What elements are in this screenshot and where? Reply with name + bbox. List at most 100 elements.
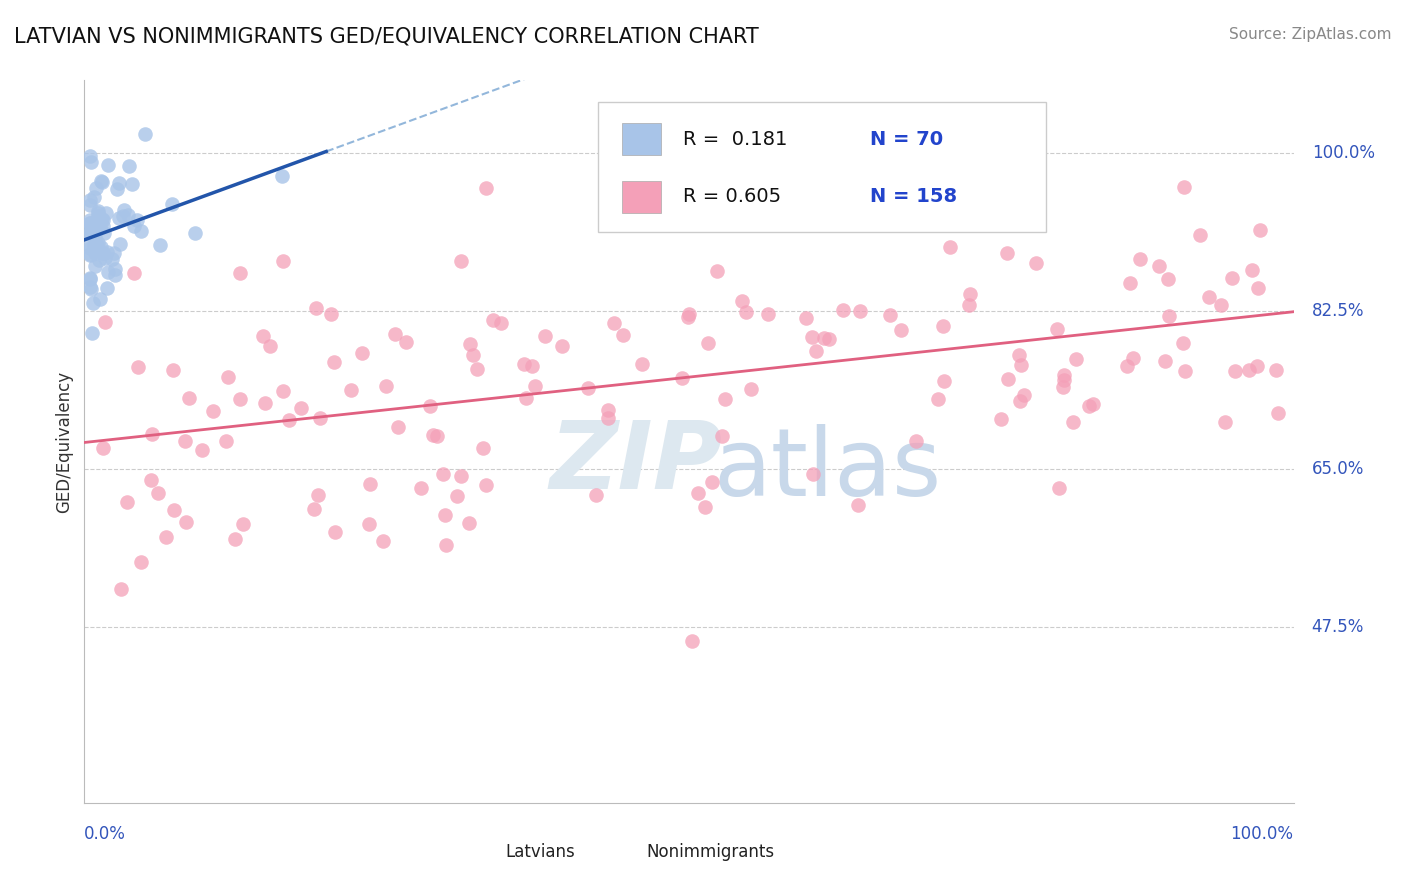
Point xyxy=(411,481,433,495)
FancyBboxPatch shape xyxy=(623,123,661,155)
Point xyxy=(844,172,866,186)
Point xyxy=(1173,180,1195,194)
Point xyxy=(228,392,250,406)
Point xyxy=(551,339,574,353)
Point xyxy=(631,357,654,371)
Point xyxy=(232,517,254,532)
Point xyxy=(82,295,104,310)
Point xyxy=(91,246,114,260)
Point xyxy=(512,357,534,371)
Point xyxy=(290,401,312,416)
Point xyxy=(259,339,281,353)
Point xyxy=(80,326,103,341)
Point xyxy=(450,253,472,268)
Point xyxy=(846,498,869,512)
Point xyxy=(1147,260,1170,274)
Text: 100.0%: 100.0% xyxy=(1312,144,1375,161)
Point xyxy=(794,311,817,326)
Point xyxy=(957,298,980,312)
Point xyxy=(91,213,114,227)
Point xyxy=(706,264,728,278)
Point xyxy=(87,210,110,224)
Point xyxy=(107,182,129,196)
Point xyxy=(174,516,197,530)
Point xyxy=(121,177,143,191)
Point xyxy=(524,379,547,393)
Point xyxy=(160,197,183,211)
Point xyxy=(450,469,472,483)
Point xyxy=(91,442,114,456)
Point xyxy=(117,208,139,222)
Point xyxy=(927,392,949,406)
Text: 47.5%: 47.5% xyxy=(1312,617,1364,636)
Point xyxy=(254,396,277,410)
Point xyxy=(79,198,101,212)
Point xyxy=(90,240,112,254)
Point xyxy=(904,434,927,449)
Point xyxy=(79,280,101,294)
Y-axis label: GED/Equivalency: GED/Equivalency xyxy=(55,370,73,513)
Point xyxy=(87,235,110,250)
Point xyxy=(713,392,735,406)
Point xyxy=(252,328,274,343)
Text: Source: ZipAtlas.com: Source: ZipAtlas.com xyxy=(1229,27,1392,42)
Point xyxy=(79,271,101,285)
Text: Latvians: Latvians xyxy=(505,843,575,861)
Point xyxy=(1267,407,1289,421)
Point xyxy=(339,384,361,398)
Point xyxy=(91,219,114,233)
Point xyxy=(375,379,398,393)
Point xyxy=(94,251,117,265)
Point xyxy=(80,282,103,296)
Point xyxy=(1047,481,1070,495)
Point xyxy=(1174,364,1197,378)
Point xyxy=(879,308,901,322)
Point xyxy=(122,266,145,280)
Point xyxy=(997,372,1019,386)
Point xyxy=(1265,363,1288,377)
Point xyxy=(1053,373,1076,387)
Point xyxy=(79,216,101,230)
Point xyxy=(813,331,835,345)
Point xyxy=(651,128,673,142)
Text: R =  0.181: R = 0.181 xyxy=(683,129,787,149)
Point xyxy=(305,301,328,315)
Point xyxy=(1008,348,1031,362)
Point xyxy=(422,427,444,442)
Point xyxy=(1052,380,1074,394)
Text: 65.0%: 65.0% xyxy=(1312,459,1364,477)
Point xyxy=(325,524,347,539)
Point xyxy=(612,327,634,342)
Point xyxy=(387,419,409,434)
Text: R = 0.605: R = 0.605 xyxy=(683,187,780,206)
Point xyxy=(373,533,395,548)
Point xyxy=(707,212,730,227)
Point xyxy=(129,555,152,569)
Point xyxy=(359,477,381,491)
Point xyxy=(1115,359,1137,373)
Point xyxy=(84,230,107,244)
Point xyxy=(585,488,607,502)
Text: ZIP: ZIP xyxy=(550,417,723,509)
Point xyxy=(1156,272,1178,286)
Point xyxy=(163,503,186,517)
Point xyxy=(229,266,252,280)
Point xyxy=(801,330,824,344)
Point xyxy=(1237,363,1260,377)
Point xyxy=(224,532,246,546)
Text: 82.5%: 82.5% xyxy=(1312,301,1364,319)
Point xyxy=(831,302,853,317)
Point xyxy=(1220,271,1243,285)
Point xyxy=(533,328,555,343)
Point xyxy=(596,410,619,425)
Point xyxy=(108,211,131,226)
Point xyxy=(446,489,468,503)
Point xyxy=(1064,352,1087,367)
Point xyxy=(302,502,325,516)
Point xyxy=(1246,359,1268,373)
Point xyxy=(1010,358,1032,372)
Point xyxy=(890,323,912,337)
Point xyxy=(131,224,153,238)
Point xyxy=(735,304,758,318)
Point xyxy=(681,634,703,648)
